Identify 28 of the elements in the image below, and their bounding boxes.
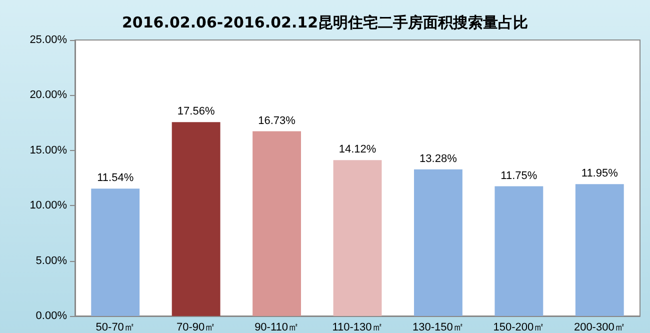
data-label: 16.73%: [258, 114, 296, 127]
data-label: 11.75%: [500, 170, 538, 182]
y-tick-label: 15.00%: [30, 144, 68, 156]
bar: [172, 122, 220, 316]
data-label: 17.56%: [177, 106, 215, 118]
chart-title: 2016.02.06-2016.02.12昆明住宅二手房面积搜索量占比: [122, 14, 528, 32]
data-label: 11.54%: [97, 172, 134, 184]
y-tick-label: 20.00%: [30, 89, 68, 102]
x-tick-label: 150-200㎡: [493, 322, 545, 333]
data-label: 14.12%: [338, 144, 376, 156]
bar: [252, 131, 301, 316]
y-tick-label: 5.00%: [36, 254, 68, 267]
x-tick-label: 200-300㎡: [574, 322, 626, 333]
x-tick-label: 130-150㎡: [412, 322, 464, 333]
bar: [414, 169, 462, 316]
bar: [575, 184, 624, 316]
bar: [333, 160, 382, 316]
x-tick-label: 70-90㎡: [176, 322, 216, 333]
x-tick-label: 110-130㎡: [332, 322, 383, 333]
bar: [91, 188, 140, 316]
y-tick-label: 0.00%: [36, 310, 68, 322]
data-label: 13.28%: [420, 152, 458, 165]
y-tick-label: 10.00%: [30, 200, 68, 212]
y-tick-label: 25.00%: [30, 34, 68, 46]
x-tick-label: 50-70㎡: [96, 322, 135, 333]
bar: [494, 186, 544, 316]
data-label: 11.95%: [581, 168, 618, 180]
x-tick-label: 90-110㎡: [254, 322, 300, 333]
